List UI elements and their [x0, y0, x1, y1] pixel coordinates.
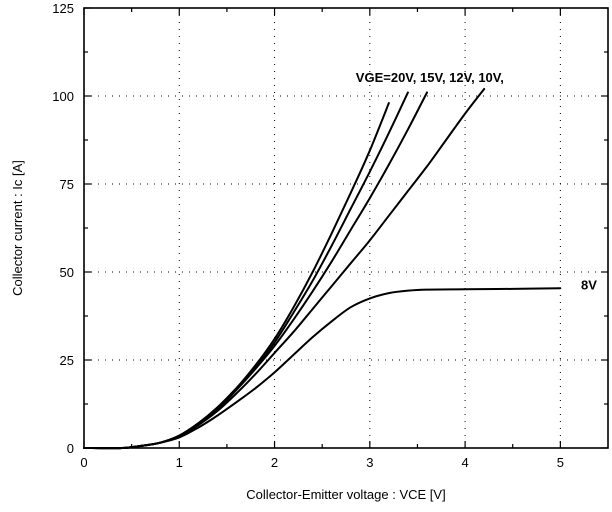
series-line-2	[83, 91, 428, 450]
y-tick-label: 50	[60, 265, 74, 280]
8v-annotation: 8V	[581, 278, 597, 293]
x-tick-label: 1	[176, 455, 183, 470]
series-line-0	[83, 102, 390, 450]
curves	[83, 87, 562, 450]
axis-ticks	[83, 7, 608, 449]
x-tick-label: 3	[366, 455, 373, 470]
x-tick-label: 0	[80, 455, 87, 470]
y-tick-labels: 0 25 50 75 100 125	[52, 1, 74, 456]
x-tick-labels: 0 1 2 3 4 5	[80, 455, 564, 470]
x-tick-label: 5	[557, 455, 564, 470]
series-line-4	[83, 287, 562, 450]
y-tick-label: 100	[52, 89, 74, 104]
y-axis-title: Collector current : Ic [A]	[10, 160, 25, 296]
series-line-3	[83, 87, 486, 450]
plot-frame	[83, 7, 609, 449]
grid-lines	[84, 8, 608, 448]
x-axis-title: Collector-Emitter voltage : VCE [V]	[246, 487, 445, 502]
y-tick-label: 125	[52, 1, 74, 16]
y-tick-label: 75	[60, 177, 74, 192]
x-tick-label: 2	[271, 455, 278, 470]
y-tick-label: 0	[67, 441, 74, 456]
vge-annotation: VGE=20V, 15V, 12V, 10V,	[356, 70, 504, 85]
y-tick-label: 25	[60, 353, 74, 368]
x-tick-label: 4	[461, 455, 468, 470]
